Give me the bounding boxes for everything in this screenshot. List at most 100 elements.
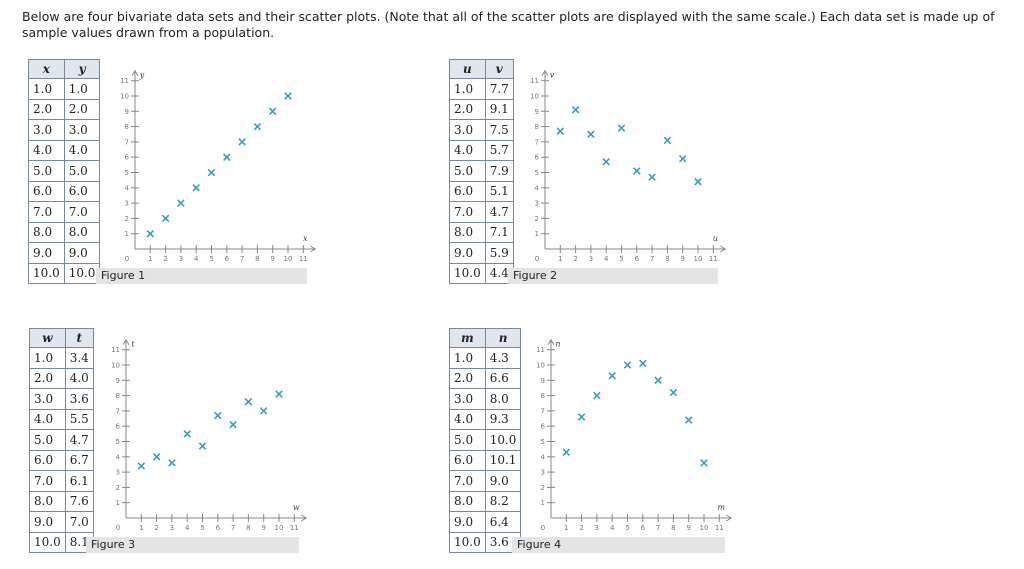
column-header: v [484,59,514,79]
table-row: 6.0 10.1 [449,449,522,471]
point-stroke [253,122,262,131]
point-stroke [639,359,647,368]
y-tick-label: 7 [535,138,539,146]
point-stroke [244,397,253,406]
table-row: 1.0 4.3 [449,347,522,369]
table-row: 10.0 4.4 [449,262,514,284]
table-cell: 3.0 [63,119,101,141]
x-tick-label: 10 [284,255,293,263]
point-stroke [268,107,277,116]
table-cell: 6.0 [28,180,65,202]
table-row: 4.0 9.3 [449,408,522,430]
table-cell: 3.4 [64,347,94,369]
point-stroke [593,391,601,400]
y-tick-label: 10 [120,93,129,101]
x-tick-label: 3 [179,255,183,263]
table-cell: 4.0 [449,139,486,161]
x-tick-label: 10 [275,524,284,532]
x-tick-label: 3 [589,255,593,263]
table-row: 3.0 8.0 [449,388,522,410]
x-tick-label: 5 [200,524,204,532]
table-row: 6.0 6.0 [28,180,101,202]
table-row: 2.0 9.1 [449,98,514,120]
x-tick-label: 10 [700,524,709,532]
point-stroke [571,106,580,114]
x-axis-label: x [303,234,308,243]
data-point [253,122,262,131]
table-cell: 6.4 [484,511,522,533]
y-tick-label: 10 [536,362,545,370]
table-row: 1.0 7.7 [449,78,514,100]
point-stroke [669,388,678,397]
table-cell: 5.9 [484,242,514,264]
data-point [223,153,231,161]
y-tick-label: 1 [541,499,545,507]
table-cell: 1.0 [28,78,65,100]
x-tick-label: 8 [665,255,669,263]
x-tick-label: 8 [246,524,250,532]
table-cell: 4.0 [28,139,65,161]
figure-caption: Figure 2 [508,268,718,284]
point-stroke [192,184,200,192]
y-tick-label: 11 [530,77,539,85]
table-cell: 7.1 [484,221,514,243]
table-cell: 4.7 [484,201,514,223]
x-tick-label: 11 [290,524,299,532]
y-tick-label: 9 [125,108,129,116]
x-tick-label: 8 [255,255,259,263]
data-table: m n 1.0 4.3 2.0 6.6 3.0 8.0 4.0 9.3 5.0 10.0 6.0 10.1… [449,328,522,553]
point-stroke [284,92,292,100]
y-axis-arrow-icon [131,69,139,76]
x-tick-label: 9 [270,255,274,263]
table-row: 4.0 5.5 [29,408,94,430]
y-tick-label: 10 [111,362,120,370]
y-tick-label: 6 [541,423,546,431]
data-point [562,448,571,456]
x-tick-label: 10 [694,255,703,263]
x-tick-label: 5 [619,255,623,263]
table-cell: 9.3 [484,408,522,430]
point-stroke [694,177,702,186]
y-tick-label: 8 [116,392,120,400]
table-cell: 7.6 [64,490,94,512]
table-cell: 10.0 [484,429,522,451]
x-tick-label: 3 [170,524,174,532]
table-cell: 3.0 [449,388,486,410]
y-tick-label: 7 [541,407,545,415]
table-cell: 3.0 [29,388,66,410]
instructions-text: Below are four bivariate data sets and t… [22,9,995,40]
table-cell: 9.0 [449,242,486,264]
y-tick-label: 7 [116,407,120,415]
data-point [608,371,616,380]
y-tick-label: 2 [535,215,539,223]
data-point [577,413,586,421]
column-header: u [449,59,486,79]
x-axis-label: u [713,234,718,243]
x-tick-label: 11 [715,524,724,532]
x-axis-arrow-icon [720,245,727,253]
table-row: 8.0 7.6 [29,490,94,512]
table-cell: 3.0 [449,119,486,141]
point-stroke [678,154,687,163]
table-row: 5.0 7.9 [449,160,514,182]
table-cell: 8.0 [63,221,101,243]
table-cell: 7.7 [484,78,514,100]
table-cell: 5.7 [484,139,514,161]
point-stroke [577,413,586,421]
data-table: x y 1.0 1.0 2.0 2.0 3.0 3.0 4.0 4.0 5.0 5.0 6.0 6.0 7.… [28,59,101,284]
table-cell: 1.0 [449,78,486,100]
point-stroke [617,124,626,132]
x-tick-label: 3 [595,524,599,532]
y-tick-label: 5 [541,438,545,446]
y-tick-label: 3 [541,469,545,477]
table-row: 2.0 6.6 [449,367,522,389]
table-row: 5.0 4.7 [29,429,94,451]
table-row: 4.0 4.0 [28,139,101,161]
table-cell: 1.0 [449,347,486,369]
figure-caption: Figure 3 [86,537,299,553]
table-cell: 4.0 [64,367,94,389]
y-tick-label: 4 [125,184,130,192]
x-tick-label: 1 [148,255,152,263]
